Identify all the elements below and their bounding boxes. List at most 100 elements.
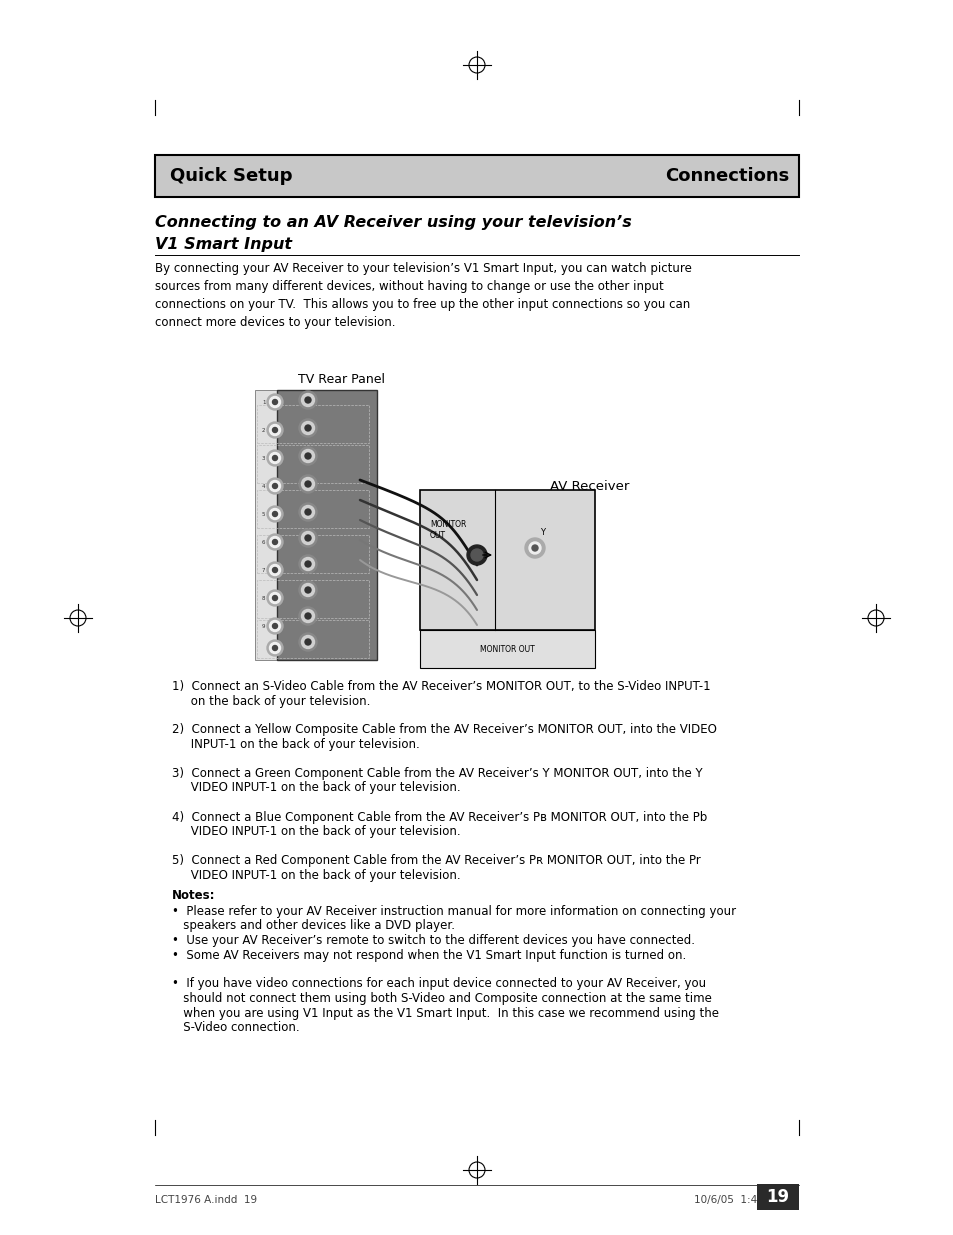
Circle shape [532, 545, 537, 551]
Circle shape [301, 421, 314, 435]
Bar [256, 405, 369, 443]
Text: 1)  Connect an S-Video Cable from the AV Receiver’s MONITOR OUT, to the S-Video : 1) Connect an S-Video Cable from the AV … [172, 680, 710, 693]
Circle shape [273, 540, 277, 545]
Text: VIDEO INPUT-1 on the back of your television.: VIDEO INPUT-1 on the back of your televi… [172, 825, 460, 839]
Circle shape [301, 505, 314, 519]
Text: TV Rear Panel: TV Rear Panel [297, 373, 385, 387]
Circle shape [301, 450, 314, 462]
Circle shape [298, 419, 316, 437]
Text: •  If you have video connections for each input device connected to your AV Rece: • If you have video connections for each… [172, 977, 705, 990]
Text: VIDEO INPUT-1 on the back of your television.: VIDEO INPUT-1 on the back of your televi… [172, 868, 460, 882]
Text: 5)  Connect a Red Component Cable from the AV Receiver’s Pʀ MONITOR OUT, into th: 5) Connect a Red Component Cable from th… [172, 853, 700, 867]
Circle shape [267, 506, 283, 522]
Circle shape [267, 534, 283, 550]
Circle shape [273, 624, 277, 629]
Circle shape [269, 396, 280, 408]
Circle shape [305, 561, 311, 567]
Circle shape [273, 511, 277, 516]
Circle shape [269, 425, 280, 436]
Circle shape [267, 562, 283, 578]
Circle shape [267, 590, 283, 606]
Circle shape [267, 422, 283, 438]
Text: Quick Setup: Quick Setup [170, 167, 293, 185]
Circle shape [305, 509, 311, 515]
Text: 3)  Connect a Green Component Cable from the AV Receiver’s Y MONITOR OUT, into t: 3) Connect a Green Component Cable from … [172, 767, 702, 781]
Text: 10/6/05  1:47:50 PM: 10/6/05 1:47:50 PM [693, 1195, 799, 1205]
Circle shape [301, 557, 314, 571]
Circle shape [267, 450, 283, 466]
Text: MONITOR
OUT: MONITOR OUT [430, 520, 466, 540]
Text: 8: 8 [262, 595, 265, 600]
Text: 3: 3 [262, 456, 265, 461]
Circle shape [269, 642, 280, 653]
Circle shape [269, 564, 280, 576]
Circle shape [269, 509, 280, 520]
Text: INPUT-1 on the back of your television.: INPUT-1 on the back of your television. [172, 739, 419, 751]
Circle shape [267, 478, 283, 494]
Circle shape [298, 580, 316, 599]
Circle shape [298, 503, 316, 521]
Circle shape [305, 587, 311, 593]
Circle shape [305, 613, 311, 619]
Text: Notes:: Notes: [172, 889, 215, 902]
Text: •  Some AV Receivers may not respond when the V1 Smart Input function is turned : • Some AV Receivers may not respond when… [172, 948, 685, 962]
Text: 2)  Connect a Yellow Composite Cable from the AV Receiver’s MONITOR OUT, into th: 2) Connect a Yellow Composite Cable from… [172, 724, 716, 736]
Text: on the back of your television.: on the back of your television. [172, 694, 370, 708]
Circle shape [301, 531, 314, 545]
Text: VIDEO INPUT-1 on the back of your television.: VIDEO INPUT-1 on the back of your televi… [172, 782, 460, 794]
Text: By connecting your AV Receiver to your television’s V1 Smart Input, you can watc: By connecting your AV Receiver to your t… [154, 262, 691, 329]
Bar [757, 1184, 799, 1210]
Circle shape [298, 391, 316, 409]
Text: MONITOR OUT: MONITOR OUT [479, 645, 535, 653]
Text: speakers and other devices like a DVD player.: speakers and other devices like a DVD pl… [172, 920, 455, 932]
Text: 4: 4 [262, 483, 265, 489]
Circle shape [269, 452, 280, 463]
Circle shape [305, 480, 311, 487]
Circle shape [273, 456, 277, 461]
Circle shape [305, 425, 311, 431]
Circle shape [298, 447, 316, 466]
Bar [256, 490, 369, 529]
Text: 6: 6 [262, 540, 265, 545]
Circle shape [301, 610, 314, 622]
Circle shape [305, 453, 311, 459]
Text: Y: Y [539, 529, 544, 537]
Text: 2: 2 [262, 427, 265, 432]
Circle shape [298, 555, 316, 573]
Circle shape [301, 636, 314, 648]
Text: 19: 19 [765, 1188, 789, 1207]
Circle shape [471, 550, 482, 561]
Circle shape [273, 399, 277, 405]
Circle shape [524, 538, 544, 558]
Bar [254, 390, 276, 659]
Circle shape [267, 640, 283, 656]
Text: 1: 1 [262, 399, 265, 405]
Circle shape [305, 535, 311, 541]
Circle shape [298, 634, 316, 651]
Text: 5: 5 [262, 511, 265, 516]
Bar [276, 390, 376, 659]
Text: S-Video connection.: S-Video connection. [172, 1021, 299, 1034]
Circle shape [267, 394, 283, 410]
Circle shape [305, 638, 311, 645]
Text: should not connect them using both S-Video and Composite connection at the same : should not connect them using both S-Vid… [172, 992, 711, 1005]
Bar [154, 156, 799, 198]
Text: AV Receiver: AV Receiver [550, 480, 629, 493]
Text: 7: 7 [262, 568, 265, 573]
Text: 4)  Connect a Blue Component Cable from the AV Receiver’s Pʙ MONITOR OUT, into t: 4) Connect a Blue Component Cable from t… [172, 810, 706, 824]
Bar [256, 620, 369, 658]
Circle shape [467, 545, 486, 564]
Text: LCT1976 A.indd  19: LCT1976 A.indd 19 [154, 1195, 257, 1205]
Circle shape [301, 394, 314, 406]
Circle shape [298, 606, 316, 625]
Circle shape [298, 529, 316, 547]
Text: when you are using V1 Input as the V1 Smart Input.  In this case we recommend us: when you are using V1 Input as the V1 Sm… [172, 1007, 719, 1020]
Circle shape [305, 396, 311, 403]
Text: •  Please refer to your AV Receiver instruction manual for more information on c: • Please refer to your AV Receiver instr… [172, 905, 736, 918]
Circle shape [269, 480, 280, 492]
Circle shape [529, 542, 540, 555]
Circle shape [298, 475, 316, 493]
Text: V1 Smart Input: V1 Smart Input [154, 237, 292, 252]
Circle shape [269, 620, 280, 631]
Text: Connecting to an AV Receiver using your television’s: Connecting to an AV Receiver using your … [154, 215, 631, 230]
